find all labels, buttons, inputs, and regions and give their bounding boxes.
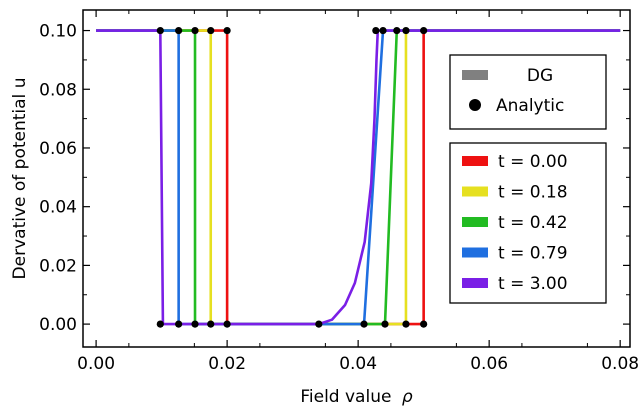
analytic-points-layer bbox=[156, 26, 428, 328]
legend-time-swatch bbox=[462, 156, 488, 166]
x-axis-label: Field value ρ bbox=[300, 387, 412, 407]
legend-method: DG Analytic bbox=[449, 54, 607, 130]
legend-time-label: t = 0.42 bbox=[498, 213, 568, 233]
analytic-point bbox=[420, 320, 428, 328]
plot-area: 0.00 0.02 0.04 0.06 0.08 0.00 0.02 0.04 0.06 0.08… bbox=[39, 9, 638, 374]
analytic-point bbox=[175, 320, 183, 328]
analytic-point bbox=[156, 26, 164, 35]
y-tick-label: 0.00 bbox=[39, 315, 77, 335]
x-tick-label: 0.06 bbox=[470, 354, 508, 374]
analytic-point bbox=[372, 26, 380, 35]
analytic-point bbox=[315, 320, 323, 328]
analytic-point bbox=[360, 320, 368, 328]
x-tick-label: 0.08 bbox=[601, 354, 638, 374]
y-tick-label: 0.02 bbox=[39, 256, 77, 276]
analytic-point bbox=[175, 26, 183, 35]
analytic-point bbox=[223, 26, 231, 35]
x-tick-label: 0.04 bbox=[339, 354, 377, 374]
analytic-point bbox=[191, 320, 199, 328]
legend-method-label: DG bbox=[527, 66, 553, 86]
legend-time-label: t = 0.18 bbox=[498, 183, 568, 203]
analytic-point bbox=[223, 320, 231, 328]
x-axis-label-text: Field value bbox=[300, 387, 391, 407]
x-axis-label-symbol: ρ bbox=[402, 387, 413, 407]
analytic-point bbox=[156, 320, 164, 328]
analytic-point bbox=[207, 26, 215, 35]
ticks-layer: 0.00 0.02 0.04 0.06 0.08 0.00 0.02 0.04 0.06 0.08… bbox=[39, 10, 638, 374]
analytic-point bbox=[191, 26, 199, 35]
plot-frame bbox=[82, 9, 631, 348]
legend-analytic-marker bbox=[469, 99, 481, 111]
y-tick-label: 0.08 bbox=[39, 80, 77, 100]
y-tick-label: 0.04 bbox=[39, 198, 77, 218]
legend-time-swatch bbox=[462, 217, 488, 227]
analytic-point bbox=[379, 26, 387, 35]
x-tick-label: 0.02 bbox=[208, 354, 246, 374]
x-tick-label: 0.00 bbox=[77, 354, 115, 374]
y-axis-label: Dervative of potential u bbox=[10, 78, 30, 280]
y-tick-label: 0.10 bbox=[39, 22, 77, 42]
analytic-point bbox=[420, 26, 428, 35]
legend-time-label: t = 3.00 bbox=[498, 274, 568, 294]
analytic-point bbox=[402, 320, 410, 328]
y-tick-label: 0.06 bbox=[39, 139, 77, 159]
analytic-point bbox=[393, 26, 401, 35]
legend-time-swatch bbox=[462, 186, 488, 197]
legend-time: t = 0.00 t = 0.18 t = 0.42 t = 0.79 t = 3.00 bbox=[449, 142, 607, 304]
legend-time-swatch bbox=[462, 278, 488, 288]
legend-method-box bbox=[449, 54, 607, 130]
legend-dg-swatch bbox=[462, 70, 488, 80]
analytic-point bbox=[381, 320, 389, 328]
analytic-point bbox=[207, 320, 215, 328]
legend-time-label: t = 0.79 bbox=[498, 244, 568, 264]
analytic-point bbox=[402, 26, 410, 35]
legend-time-swatch bbox=[462, 247, 488, 258]
legend-method-label: Analytic bbox=[496, 96, 564, 116]
legend-time-label: t = 0.00 bbox=[498, 152, 568, 172]
